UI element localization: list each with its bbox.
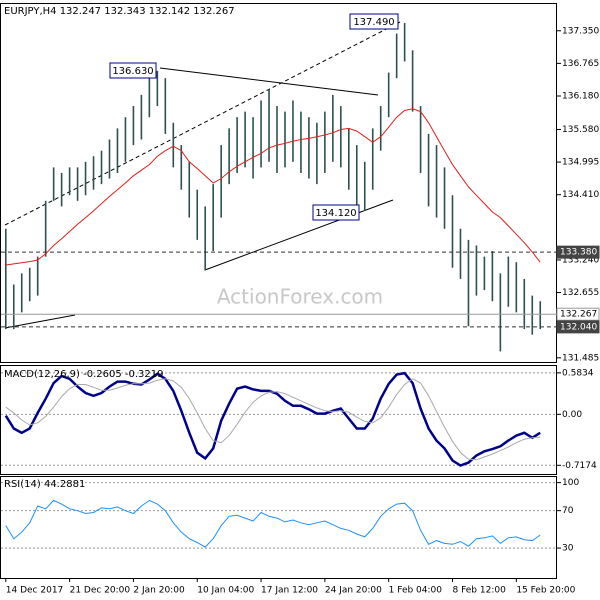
- x-tick-label: 14 Dec 2017: [6, 586, 64, 596]
- x-tick-label: 24 Jan 20:00: [325, 586, 382, 596]
- y-tick-label: 131.485: [562, 353, 599, 363]
- x-tick-label: 1 Feb 04:00: [389, 586, 443, 596]
- series-line: [5, 378, 541, 461]
- plot: 137.350 136.765 136.180 135.580 134.995 134.4…: [1, 22, 600, 596]
- y-tick-label: 136.765: [562, 59, 599, 69]
- x-tick-label: 8 Feb 12:00: [453, 586, 507, 596]
- trendline: [4, 314, 76, 329]
- annotation-box: [312, 204, 360, 221]
- y-tick-label: 30: [562, 544, 574, 554]
- y-tick-label: 100: [562, 478, 579, 488]
- price-title: EURJPY,H4 132.247 132.343 132.142 132.26…: [4, 6, 235, 17]
- trendline: [159, 67, 379, 96]
- y-tick-label: -0.7174: [562, 461, 597, 471]
- level-label-box: [556, 245, 600, 259]
- rsi-panel: [0, 476, 557, 579]
- watermark: ActionForex.com: [217, 285, 383, 309]
- annotation: 137.490: [353, 17, 394, 28]
- x-tick-label: 21 Dec 20:00: [70, 586, 131, 596]
- level-label-box: [556, 307, 600, 321]
- annotation-box: [109, 62, 157, 79]
- level-label: 133.380: [560, 248, 597, 258]
- y-tick-label: 133.240: [562, 255, 599, 265]
- annotation: 136.630: [112, 66, 153, 77]
- level-label-box: [556, 320, 600, 334]
- y-tick-label: 134.995: [562, 158, 599, 168]
- y-tick-label: 135.580: [562, 125, 599, 135]
- x-tick-label: 15 Feb 20:00: [516, 586, 575, 596]
- macd-panel: [0, 365, 557, 475]
- rsi-title: RSI(14) 44.2881: [4, 479, 85, 490]
- y-tick-label: 70: [562, 506, 574, 516]
- y-tick-label: 136.180: [562, 92, 599, 102]
- price-panel: [0, 3, 557, 363]
- y-tick-label: 0.5834: [562, 368, 594, 378]
- annotation-box: [349, 13, 399, 30]
- annotation: 134.120: [315, 208, 356, 219]
- x-tick-label: 2 Jan 20:00: [133, 586, 185, 596]
- y-tick-label: 137.350: [562, 26, 599, 36]
- y-tick-label: 132.655: [562, 288, 599, 298]
- series-line: [5, 499, 541, 548]
- trendline: [204, 199, 394, 271]
- macd-title: MACD(12,26,9) -0.2605 -0.3219: [4, 369, 164, 380]
- x-tick-label: 10 Jan 04:00: [197, 586, 254, 596]
- series-line: [5, 108, 541, 266]
- y-tick-label: 134.410: [562, 190, 599, 200]
- y-tick-label: 0.00: [562, 410, 582, 420]
- x-tick-label: 17 Jan 12:00: [261, 586, 318, 596]
- level-label: 132.267: [560, 310, 597, 320]
- level-label: 132.040: [560, 322, 597, 332]
